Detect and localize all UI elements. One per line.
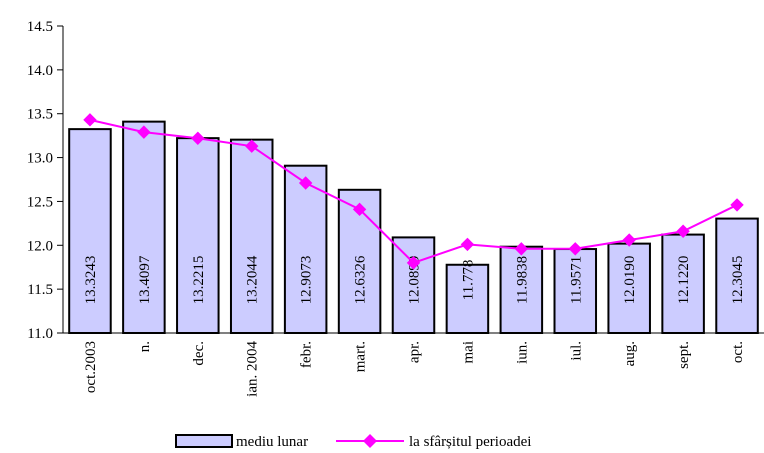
bar-value-label: 12.1220 bbox=[676, 256, 692, 305]
x-category-label: dec. bbox=[191, 341, 207, 366]
bar-value-label: 11.778 bbox=[460, 260, 476, 301]
y-tick-label: 13.0 bbox=[27, 151, 53, 167]
y-tick-label: 11.0 bbox=[27, 326, 53, 342]
y-axis: 11.0 11.5 12.0 12.5 13.0 13.5 14.0 14.5 bbox=[27, 19, 64, 342]
series-marker bbox=[460, 237, 475, 252]
bar-value-label: 12.0899 bbox=[407, 256, 423, 305]
series-marker bbox=[676, 224, 690, 238]
y-tick-label: 12.5 bbox=[27, 194, 53, 210]
bar-labels: 13.3243 13.4097 13.2215 13.2044 12.9073 12.63… bbox=[83, 255, 746, 304]
y-tick-label: 14.5 bbox=[27, 19, 53, 35]
bar-value-label: 13.2215 bbox=[191, 256, 207, 305]
bar-value-label: 13.4097 bbox=[137, 255, 153, 304]
bar bbox=[661, 233, 705, 334]
series-marker bbox=[298, 176, 313, 190]
x-category-label: n. bbox=[137, 341, 153, 352]
series-marker bbox=[622, 233, 636, 247]
y-tick-label: 12.0 bbox=[27, 238, 53, 254]
bar-value-label: 12.9073 bbox=[299, 256, 315, 305]
x-category-label: mai bbox=[460, 341, 476, 364]
x-category-label: apr. bbox=[407, 341, 423, 363]
x-category-label: mart. bbox=[353, 341, 369, 372]
bar-value-label: 12.6326 bbox=[353, 255, 369, 304]
legend-label-line: la sfârșitul perioadei bbox=[409, 434, 531, 450]
line-series bbox=[83, 113, 744, 270]
legend: mediu lunar la sfârșitul perioadei bbox=[175, 434, 531, 450]
series-marker bbox=[406, 256, 421, 270]
series-marker bbox=[730, 198, 744, 212]
bar bbox=[715, 217, 759, 335]
x-category-label: iun. bbox=[514, 341, 530, 364]
x-category-label: aug. bbox=[622, 341, 638, 366]
x-category-label: febr. bbox=[299, 341, 315, 368]
x-category-label: ian. 2004 bbox=[245, 341, 261, 397]
bar bbox=[499, 245, 544, 334]
legend-swatch-bar bbox=[175, 434, 233, 448]
y-tick-label: 11.5 bbox=[27, 282, 53, 298]
bar bbox=[68, 128, 112, 334]
series-marker bbox=[352, 202, 367, 217]
bar-value-label: 13.2044 bbox=[245, 255, 261, 304]
series-marker bbox=[137, 125, 151, 139]
bar bbox=[391, 236, 436, 335]
legend-swatch-marker bbox=[363, 434, 377, 448]
series-marker bbox=[514, 242, 529, 256]
bar bbox=[445, 263, 490, 335]
bar-value-label: 12.3045 bbox=[730, 256, 746, 305]
bar-value-label: 13.3243 bbox=[83, 256, 99, 305]
x-category-label: iul. bbox=[568, 341, 584, 361]
bars bbox=[68, 120, 759, 335]
series-marker bbox=[191, 131, 205, 145]
series-marker bbox=[568, 242, 582, 256]
bar-value-label: 11.9571 bbox=[568, 256, 584, 304]
x-category-label: sept. bbox=[676, 341, 692, 369]
x-category-label: oct. bbox=[730, 341, 746, 363]
y-tick-label: 14.0 bbox=[27, 63, 53, 79]
x-category-label: oct.2003 bbox=[83, 341, 99, 393]
series-marker bbox=[245, 139, 259, 153]
series-marker bbox=[83, 113, 97, 127]
x-axis: oct.2003 n. dec. ian. 2004 febr. mart. apr. mai… bbox=[63, 332, 764, 397]
bar-value-label: 11.9838 bbox=[514, 256, 530, 304]
legend-label-bar: mediu lunar bbox=[236, 434, 308, 450]
y-tick-label: 13.5 bbox=[27, 107, 53, 123]
bar-value-label: 12.0190 bbox=[622, 256, 638, 305]
